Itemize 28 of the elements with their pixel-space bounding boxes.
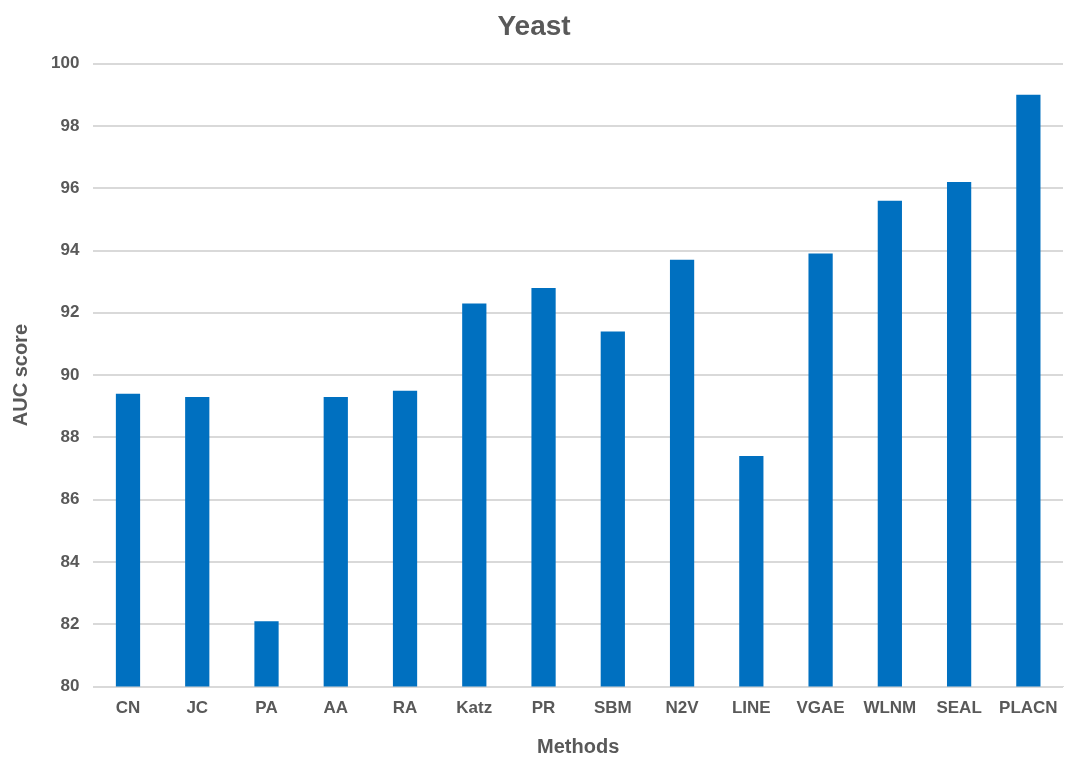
x-tick-label: AA bbox=[323, 698, 349, 718]
x-tick-label: SBM bbox=[593, 698, 632, 718]
x-tick-label: SEAL bbox=[936, 698, 982, 718]
y-tick-label: 90 bbox=[60, 364, 80, 384]
y-tick-label: 84 bbox=[60, 551, 80, 571]
x-tick-label: RA bbox=[392, 698, 418, 718]
y-tick-label: 96 bbox=[60, 177, 80, 197]
x-tick-label: Katz bbox=[456, 698, 493, 718]
x-tick-label: PLACN bbox=[999, 698, 1058, 718]
x-tick-label: LINE bbox=[731, 698, 771, 718]
x-tick-label: PR bbox=[531, 698, 556, 718]
y-tick-label: 98 bbox=[60, 115, 80, 135]
y-tick-label: 92 bbox=[60, 302, 80, 322]
y-tick-label: 100 bbox=[50, 53, 80, 73]
x-tick-label: JC bbox=[186, 698, 209, 718]
x-axis-title: Methods bbox=[537, 734, 620, 757]
x-tick-label: VGAE bbox=[796, 698, 845, 718]
y-tick-label: 80 bbox=[60, 676, 80, 696]
x-tick-label: WLNM bbox=[863, 698, 917, 718]
y-tick-label: 86 bbox=[60, 489, 80, 509]
chart-title: Yeast bbox=[497, 9, 571, 41]
x-tick-label: CN bbox=[115, 698, 141, 718]
y-tick-label: 88 bbox=[60, 427, 80, 447]
y-tick-label: 94 bbox=[60, 240, 80, 260]
x-tick-label: PA bbox=[255, 698, 278, 718]
y-tick-label: 82 bbox=[60, 613, 80, 633]
x-tick-label: N2V bbox=[665, 698, 700, 718]
y-axis-title: AUC score bbox=[8, 323, 31, 427]
